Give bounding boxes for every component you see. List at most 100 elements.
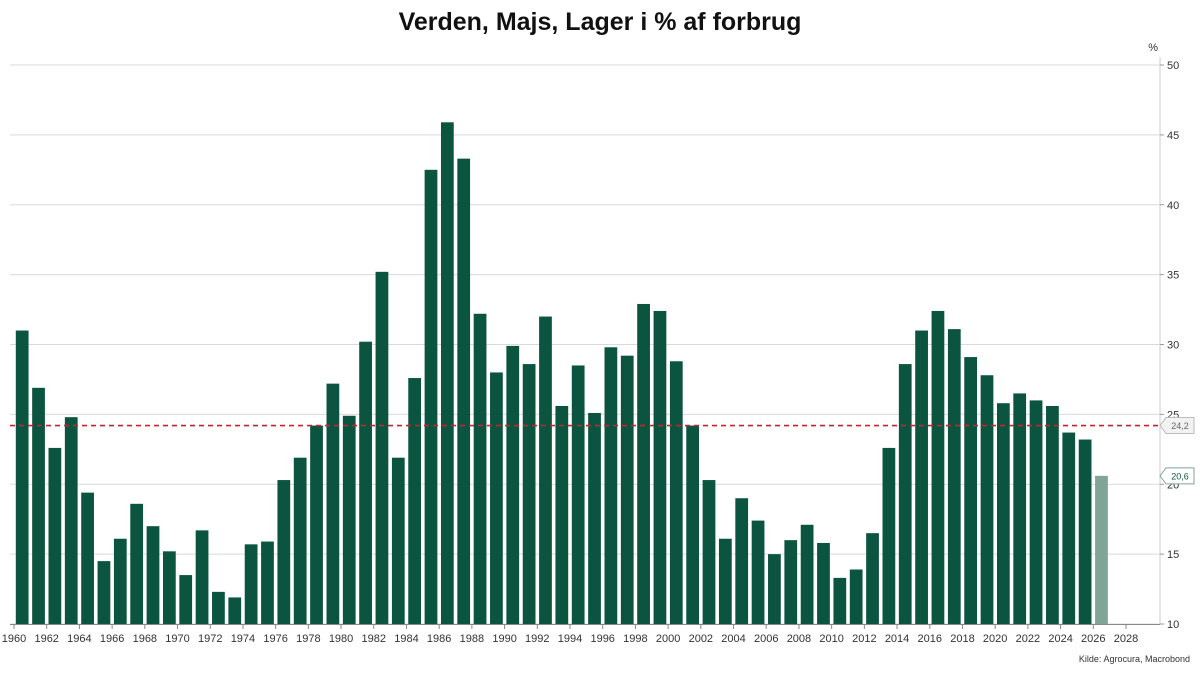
bar bbox=[784, 540, 798, 624]
bar bbox=[915, 330, 928, 624]
last-value-label: 20,6 bbox=[1171, 471, 1189, 481]
bar bbox=[228, 597, 242, 624]
reference-value-label: 24,2 bbox=[1171, 421, 1189, 431]
bar bbox=[751, 520, 765, 624]
bar bbox=[457, 158, 471, 624]
bar bbox=[735, 498, 749, 624]
bar bbox=[931, 310, 945, 624]
bar bbox=[964, 357, 978, 624]
value-labels: 20,6 bbox=[1159, 467, 1195, 485]
x-tick-label: 1988 bbox=[460, 633, 484, 645]
bar bbox=[359, 341, 372, 624]
x-tick-label: 1986 bbox=[427, 633, 451, 645]
bar bbox=[898, 364, 912, 624]
x-tick-label: 2018 bbox=[950, 633, 974, 645]
bar bbox=[1078, 439, 1092, 624]
y-tick-label: 30 bbox=[1167, 340, 1179, 352]
bar bbox=[1062, 432, 1076, 624]
bar-forecast bbox=[1095, 475, 1108, 624]
x-tick-label: 1984 bbox=[394, 633, 418, 645]
x-tick-label: 1980 bbox=[329, 633, 353, 645]
x-tick-label: 2004 bbox=[721, 633, 745, 645]
y-tick-label: 50 bbox=[1167, 60, 1179, 72]
y-tick-label: 35 bbox=[1167, 270, 1179, 282]
x-tick-label: 2002 bbox=[689, 633, 713, 645]
bar bbox=[718, 538, 732, 624]
bar bbox=[81, 492, 94, 624]
bar bbox=[506, 345, 520, 624]
bar bbox=[539, 316, 552, 624]
bar bbox=[669, 361, 683, 624]
x-tick-label: 2020 bbox=[983, 633, 1007, 645]
x-tick-label: 1996 bbox=[590, 633, 614, 645]
y-tick-label: 45 bbox=[1167, 130, 1179, 142]
bar bbox=[555, 405, 569, 624]
x-tick-label: 2022 bbox=[1016, 633, 1040, 645]
x-tick-label: 1960 bbox=[2, 633, 26, 645]
bar bbox=[702, 480, 716, 624]
x-tick-label: 2006 bbox=[754, 633, 778, 645]
bar bbox=[424, 169, 438, 624]
bar bbox=[261, 541, 274, 624]
bar bbox=[866, 533, 879, 624]
bar bbox=[293, 457, 307, 624]
source-note: Kilde: Agrocura, Macrobond bbox=[1078, 654, 1190, 664]
x-tick-label: 1962 bbox=[34, 633, 58, 645]
bar bbox=[375, 271, 389, 624]
x-tick-label: 2008 bbox=[787, 633, 811, 645]
x-tick-label: 1970 bbox=[165, 633, 189, 645]
x-tick-label: 1992 bbox=[525, 633, 549, 645]
bar bbox=[653, 310, 667, 624]
bar bbox=[244, 544, 258, 624]
y-tick-label: 15 bbox=[1167, 549, 1179, 561]
bar bbox=[310, 425, 323, 624]
x-tick-label: 1966 bbox=[100, 633, 124, 645]
x-tick-label: 1964 bbox=[67, 633, 91, 645]
bar bbox=[947, 329, 961, 624]
y-tick-label: 40 bbox=[1167, 200, 1179, 212]
bar bbox=[195, 530, 209, 624]
bar bbox=[1046, 405, 1059, 624]
bar bbox=[473, 313, 487, 624]
x-tick-label: 1972 bbox=[198, 633, 222, 645]
bar bbox=[686, 425, 700, 624]
x-tick-label: 2012 bbox=[852, 633, 876, 645]
bar bbox=[637, 303, 650, 624]
x-tick-label: 1976 bbox=[263, 633, 287, 645]
bar bbox=[130, 503, 144, 624]
bar bbox=[490, 372, 503, 624]
y-axis-unit-label: % bbox=[1148, 42, 1158, 54]
bar bbox=[588, 412, 601, 624]
x-tick-label: 2016 bbox=[918, 633, 942, 645]
bar bbox=[179, 575, 193, 624]
x-tick-label: 2010 bbox=[819, 633, 843, 645]
x-tick-label: 2026 bbox=[1081, 633, 1105, 645]
bar bbox=[1013, 393, 1027, 624]
x-tick-label: 1998 bbox=[623, 633, 647, 645]
x-tick-label: 1974 bbox=[231, 633, 255, 645]
x-tick-label: 2000 bbox=[656, 633, 680, 645]
bar bbox=[817, 542, 830, 624]
bar bbox=[1029, 400, 1043, 624]
x-tick-label: 1990 bbox=[492, 633, 516, 645]
last-value-tag bbox=[1159, 467, 1195, 485]
bar bbox=[342, 415, 356, 624]
bar bbox=[326, 383, 340, 624]
bars bbox=[15, 122, 1108, 625]
bar bbox=[391, 457, 405, 624]
bar bbox=[800, 524, 814, 624]
bar bbox=[604, 347, 618, 624]
bar bbox=[15, 330, 29, 624]
x-tick-label: 2024 bbox=[1048, 633, 1072, 645]
bar bbox=[97, 561, 111, 624]
bar bbox=[768, 554, 781, 624]
x-tick-label: 1994 bbox=[558, 633, 582, 645]
bar bbox=[620, 355, 634, 624]
x-tick-label: 2014 bbox=[885, 633, 909, 645]
bar bbox=[113, 538, 127, 624]
bar bbox=[146, 526, 160, 624]
reference-value-tag bbox=[1159, 417, 1195, 435]
bar bbox=[833, 577, 847, 624]
